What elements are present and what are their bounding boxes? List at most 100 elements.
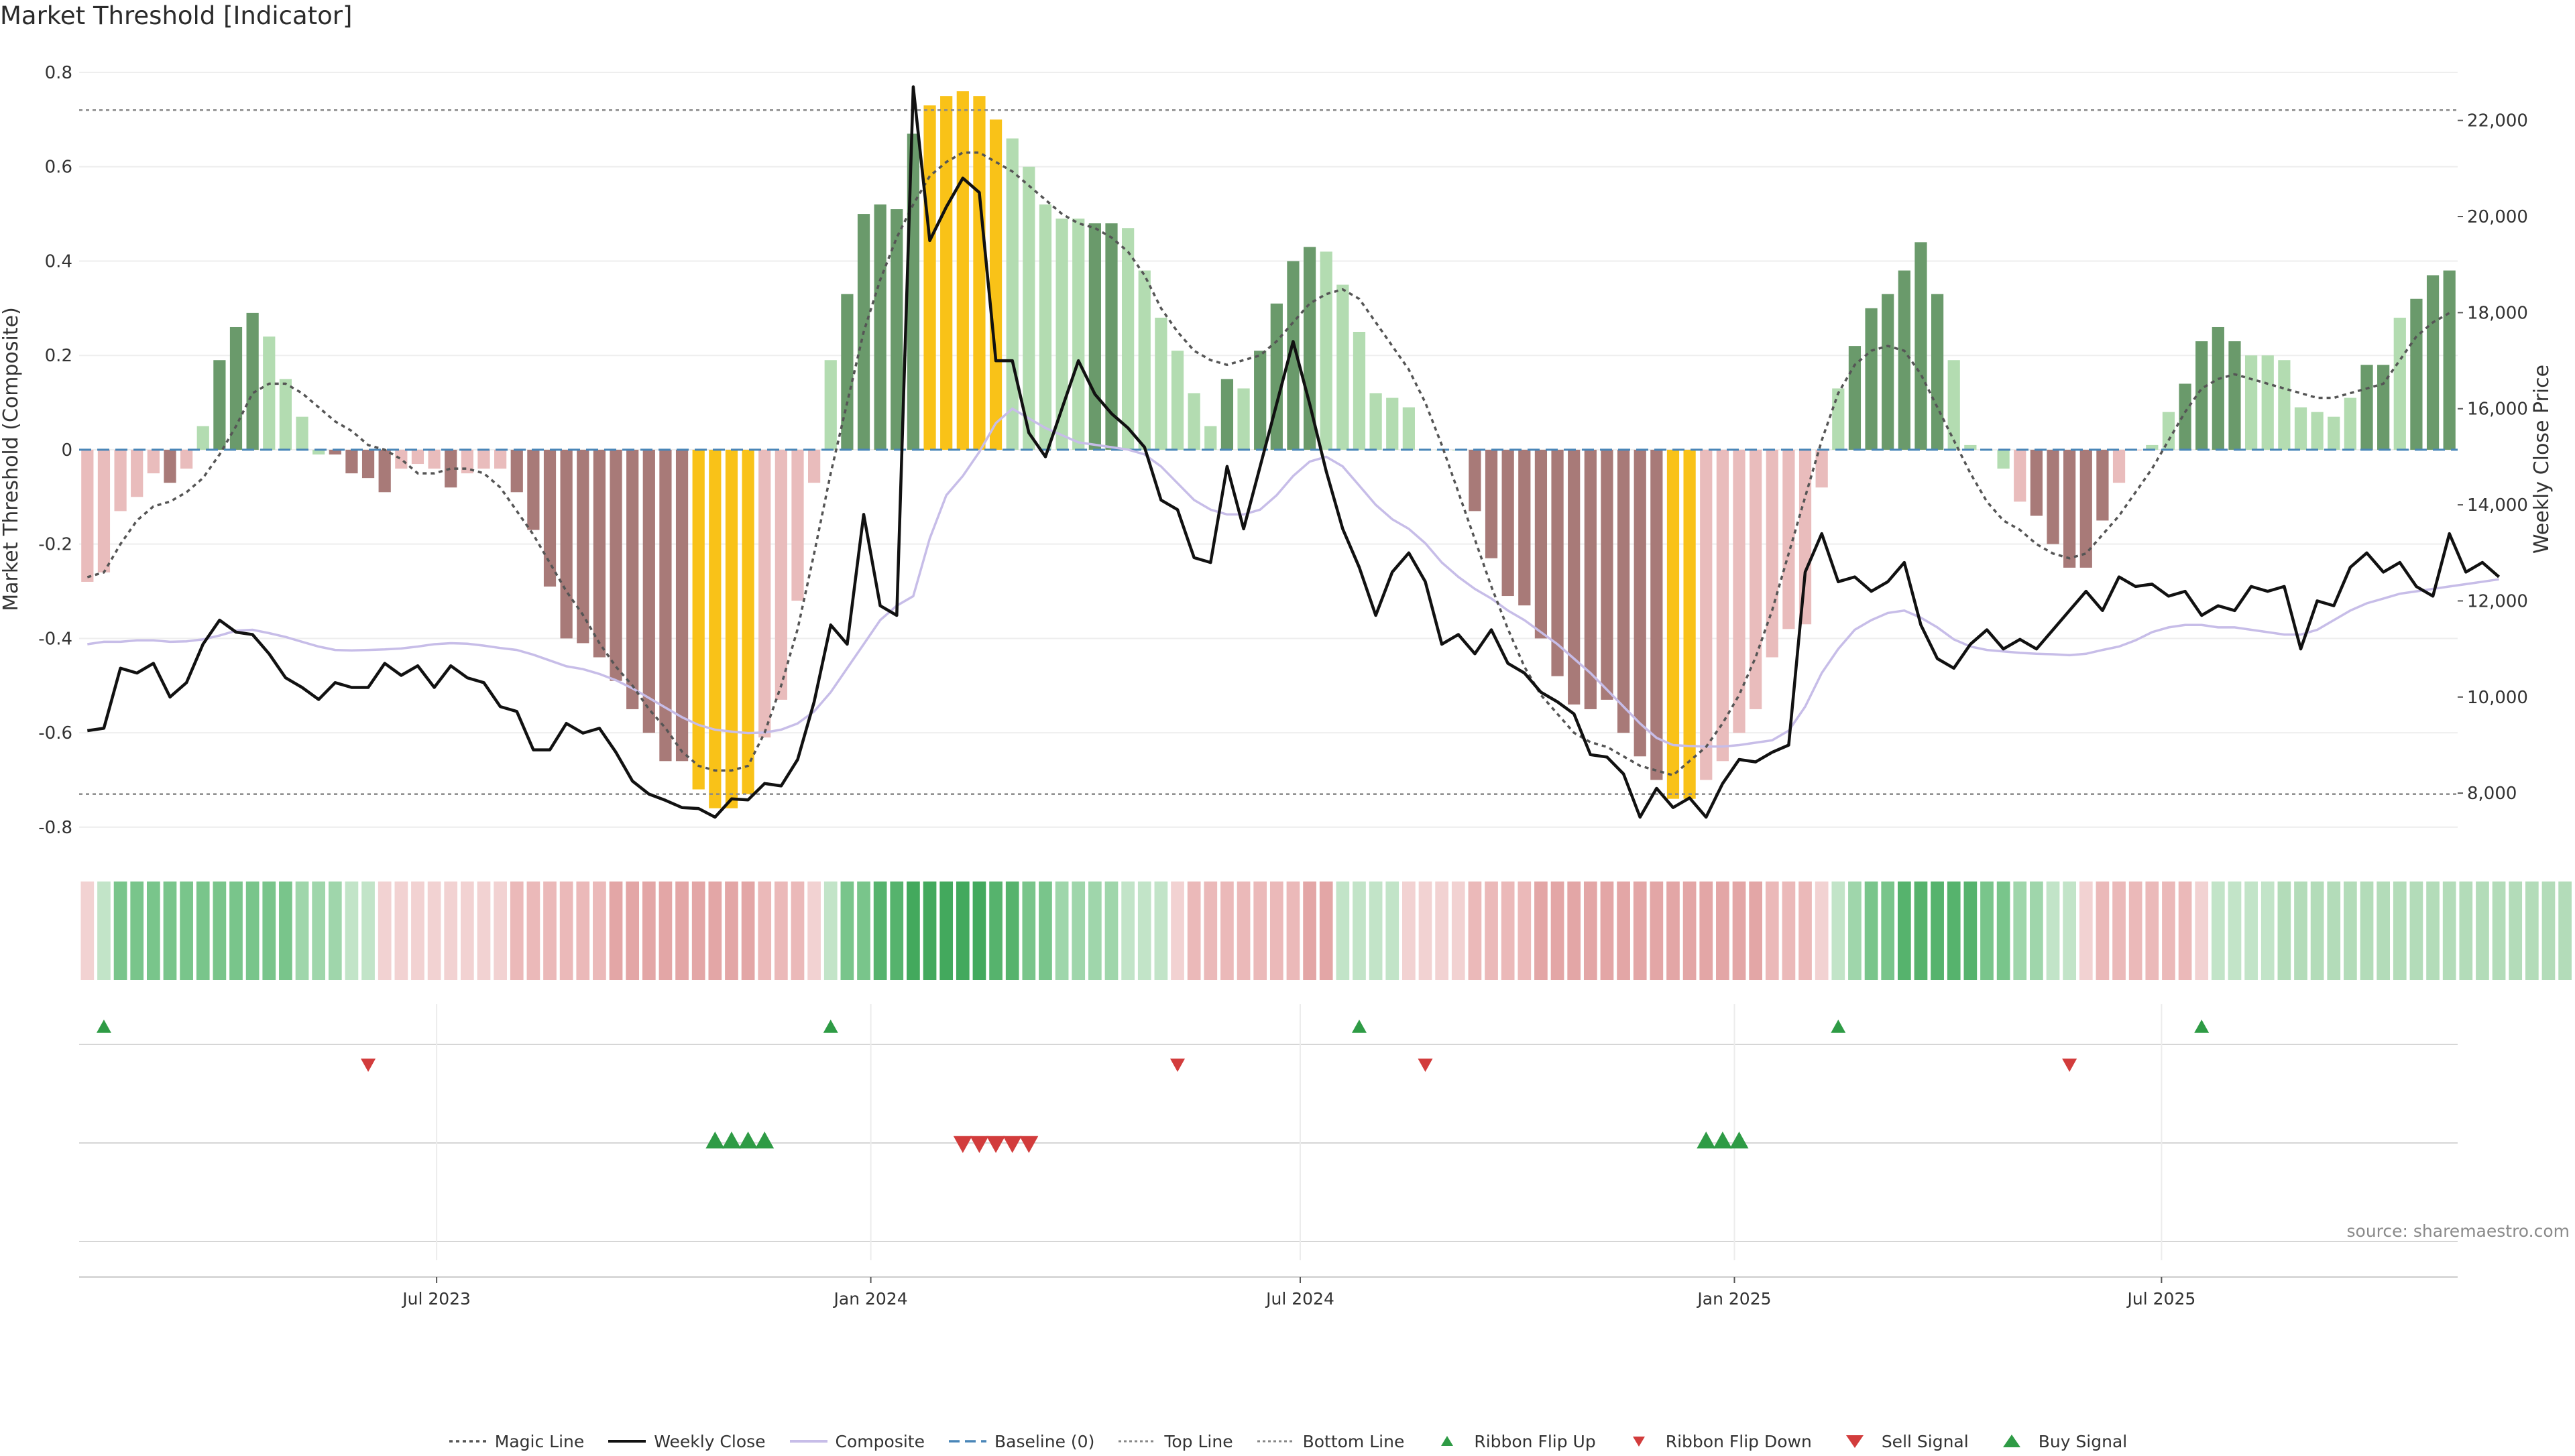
composite-bar: [543, 449, 557, 587]
ribbon-cell: [1501, 882, 1515, 980]
composite-bar: [180, 449, 193, 469]
ribbon-flip-up-marker: [96, 1020, 111, 1033]
composite-bar: [1501, 449, 1514, 597]
composite-bar: [1336, 284, 1349, 450]
ribbon-cell: [2046, 882, 2060, 980]
composite-bar: [1634, 449, 1646, 757]
ribbon-cell: [609, 882, 623, 980]
composite-bar: [477, 449, 490, 469]
ribbon-cell: [460, 882, 474, 980]
ribbon-cell: [2030, 882, 2043, 980]
ribbon-strip: [80, 882, 2572, 980]
ribbon-cell: [80, 882, 95, 980]
ribbon-cell: [1385, 882, 1399, 980]
composite-bar: [1584, 449, 1597, 709]
composite-bar: [2112, 449, 2126, 483]
ribbon-cell: [840, 882, 854, 980]
ribbon-cell: [1815, 882, 1829, 980]
ribbon-cell: [2195, 882, 2209, 980]
composite-bar: [395, 449, 408, 469]
composite-bar: [1055, 219, 1068, 450]
y2-tick-label: 18,000: [2467, 303, 2528, 323]
legend-label: Composite: [835, 1431, 925, 1451]
ribbon-cell: [2476, 882, 2489, 980]
composite-bar: [2179, 383, 2191, 450]
composite-bar: [1320, 251, 1332, 450]
ribbon-cell: [1947, 882, 1961, 980]
composite-bar: [824, 360, 837, 450]
ribbon-cell: [1831, 882, 1845, 980]
composite-bar: [527, 449, 540, 530]
ribbon-cell: [2344, 882, 2357, 980]
composite-bar: [1023, 166, 1035, 450]
series-lines: [79, 85, 2501, 819]
ribbon-cell: [741, 882, 755, 980]
ribbon-cell: [1204, 882, 1218, 980]
ribbon-cell: [1897, 882, 1911, 980]
ribbon-cell: [2079, 882, 2093, 980]
legend-swatch-icon: [1119, 1440, 1157, 1443]
ribbon-cell: [1716, 882, 1729, 980]
ribbon-cell: [2294, 882, 2307, 980]
legend-swatch-icon: [608, 1440, 646, 1443]
composite-bar: [1898, 270, 1910, 450]
x-tick-label: Jul 2024: [1265, 1289, 1334, 1309]
ribbon-cell: [1617, 882, 1630, 980]
composite-bar: [312, 449, 325, 454]
grid-lines: [79, 72, 2458, 828]
composite-bar: [775, 449, 787, 700]
legend-swatch-icon: [1257, 1440, 1295, 1443]
legend-item-ribbon-flip-down: Ribbon Flip Down: [1619, 1432, 1812, 1451]
composite-bar: [758, 449, 771, 738]
legend-item-sell-signal: Sell Signal: [1835, 1432, 1969, 1451]
ribbon-cell: [2509, 882, 2523, 980]
composite-bar: [1220, 379, 1234, 450]
ribbon-cell: [1171, 882, 1184, 980]
ribbon-cell: [1881, 882, 1895, 980]
composite-bar: [1088, 223, 1101, 450]
ribbon-cell: [146, 882, 160, 980]
y2-tick-label: 14,000: [2467, 495, 2528, 515]
composite-bar: [659, 449, 672, 762]
composite-bar: [1006, 138, 1019, 450]
ribbon-cell: [2327, 882, 2341, 980]
composite-bar: [1386, 398, 1399, 450]
ribbon-cell: [907, 882, 920, 980]
ribbon-cell: [444, 882, 458, 980]
ribbon-cell: [691, 882, 705, 980]
buy-signal-marker: [1697, 1132, 1716, 1149]
ribbon-cell: [1699, 882, 1713, 980]
legend-swatch-icon: [1845, 1435, 1864, 1448]
ribbon-cell: [262, 882, 276, 980]
composite-bar: [1171, 351, 1184, 450]
composite-bar: [956, 91, 969, 450]
ribbon-flip-up-marker: [1351, 1020, 1367, 1033]
composite-bar: [2443, 270, 2456, 450]
ribbon-cell: [1005, 882, 1019, 980]
composite-bar: [1865, 308, 1878, 450]
ribbon-cell: [1583, 882, 1597, 980]
ribbon-cell: [1650, 882, 1664, 980]
composite-bar: [808, 449, 821, 483]
y2-tick-label: 10,000: [2467, 688, 2528, 708]
magic-line: [87, 151, 2450, 777]
composite-bar: [2228, 341, 2241, 450]
buy-signal-marker: [1713, 1132, 1732, 1149]
ribbon-cell: [1237, 882, 1251, 980]
ribbon-cell: [1963, 882, 1978, 980]
ribbon-cell: [807, 882, 821, 980]
composite-bar: [874, 204, 886, 450]
ribbon-cell: [1732, 882, 1746, 980]
ribbon-flip-up-marker: [1831, 1020, 1846, 1033]
ribbon-cell: [1269, 882, 1283, 980]
buy-signal-marker: [722, 1132, 741, 1149]
source-credit: source: sharemaestro.com: [2346, 1221, 2570, 1241]
composite-bar: [1551, 449, 1564, 676]
y-axis-label: Market Threshold (Composite): [0, 307, 23, 611]
legend: Magic Line Weekly Close Composite Baseline …: [0, 1427, 2575, 1456]
x-axis: Jul 2023 Jan 2024 Jul 2024 Jan 2025 Jul 2025: [79, 1276, 2458, 1309]
composite-line: [87, 407, 2499, 748]
ribbon-cell: [510, 882, 524, 980]
composite-bar: [329, 449, 341, 454]
